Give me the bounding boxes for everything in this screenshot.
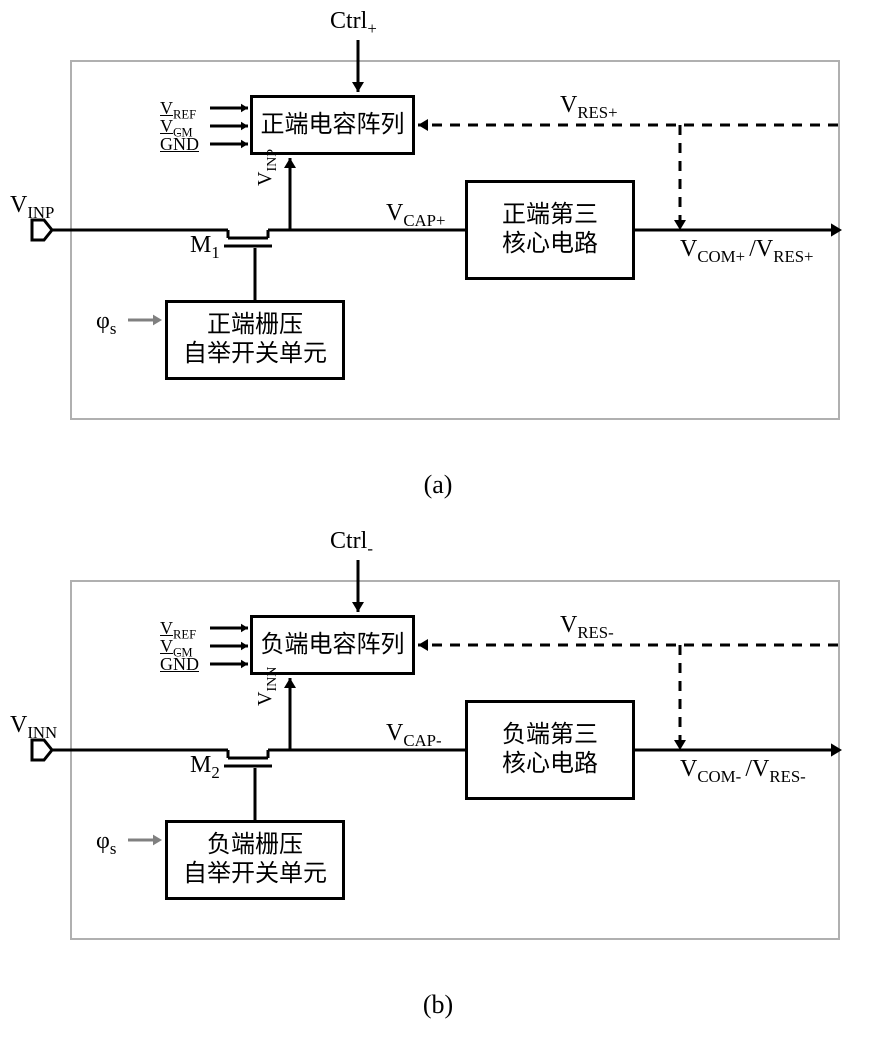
output-label: VCOM- /VRES-: [680, 756, 806, 787]
input-port-label: VINP: [10, 192, 54, 223]
transistor-label: M1: [190, 232, 220, 263]
vinp-arrow-label: VINN: [254, 667, 281, 706]
switch-unit-block: 负端栅压自举开关单元: [165, 820, 345, 900]
phi-label: φs: [96, 308, 116, 339]
switch-unit-block: 正端栅压自举开关单元: [165, 300, 345, 380]
panel-caption: (b): [0, 980, 876, 1040]
input-port-label: VINN: [10, 712, 57, 743]
transistor-label: M2: [190, 752, 220, 783]
gnd-label: GND: [160, 134, 199, 155]
gnd-label: GND: [160, 654, 199, 675]
vcap-label: VCAP-: [386, 720, 442, 751]
core-circuit-block: 正端第三核心电路: [465, 180, 635, 280]
diagram-panel: 正端电容阵列正端第三核心电路正端栅压自举开关单元Ctrl+VREFVCMGNDV…: [0, 0, 876, 460]
output-label: VCOM+ /VRES+: [680, 236, 814, 267]
vinp-arrow-label: VINP: [254, 149, 281, 186]
vres-label: VRES-: [560, 612, 614, 643]
ctrl-label: Ctrl+: [330, 8, 377, 39]
cap-array-block: 正端电容阵列: [250, 95, 415, 155]
diagram-panel: 负端电容阵列负端第三核心电路负端栅压自举开关单元Ctrl-VREFVCMGNDV…: [0, 520, 876, 980]
core-circuit-block: 负端第三核心电路: [465, 700, 635, 800]
vcap-label: VCAP+: [386, 200, 445, 231]
ctrl-label: Ctrl-: [330, 528, 373, 559]
panel-caption: (a): [0, 460, 876, 520]
phi-label: φs: [96, 828, 116, 859]
vres-label: VRES+: [560, 92, 618, 123]
